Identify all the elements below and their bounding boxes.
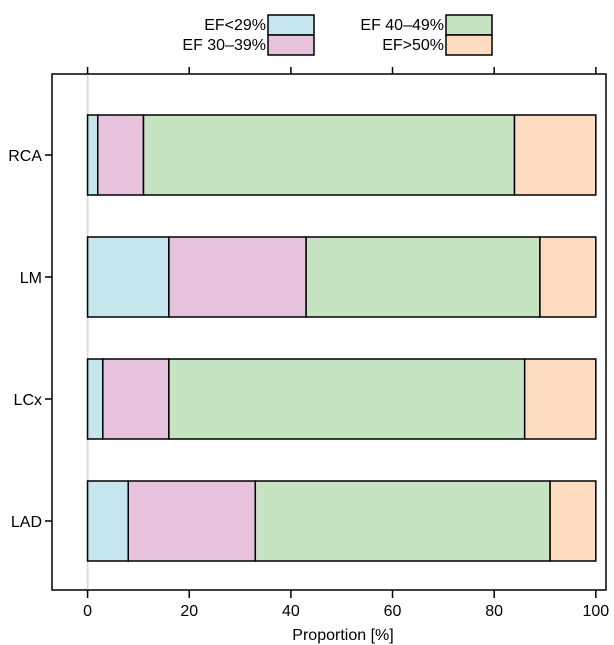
legend-swatch-4 — [445, 34, 493, 56]
legend: EF<29% EF 30–39% EF 40–49% EF>50% — [182, 14, 493, 56]
x-tick-label-40: 40 — [282, 603, 300, 620]
bar-segment-lad-series-1 — [86, 480, 129, 562]
legend-swatch-1 — [267, 14, 315, 36]
bar-row-rca — [86, 114, 597, 196]
legend-swatch-2 — [267, 34, 315, 56]
x-tick-label-20: 20 — [180, 603, 198, 620]
x-tick-label-0: 0 — [83, 603, 92, 620]
x-tick-label-100: 100 — [582, 603, 609, 620]
top-axis-ticks — [86, 67, 597, 74]
y-tick-label-lad: LAD — [11, 514, 42, 531]
bar-segment-lcx-series-3 — [168, 358, 526, 440]
y-tick-label-lm: LM — [20, 270, 42, 287]
bar-segment-lm-series-4 — [539, 236, 597, 318]
bar-segment-lad-series-4 — [549, 480, 597, 562]
bar-segment-rca-series-4 — [513, 114, 597, 196]
bar-row-lcx — [86, 358, 597, 440]
x-axis-title: Proportion [%] — [292, 627, 393, 644]
bar-segment-rca-series-2 — [96, 114, 145, 196]
y-axis: RCA LM LCx LAD — [8, 148, 52, 531]
bar-segment-rca-series-3 — [142, 114, 516, 196]
bar-row-lad — [86, 480, 597, 562]
bar-segment-lad-series-2 — [127, 480, 257, 562]
bar-segment-lcx-series-4 — [523, 358, 597, 440]
bar-segment-lcx-series-2 — [102, 358, 170, 440]
bar-segment-lm-series-1 — [86, 236, 170, 318]
legend-label-3: EF 40–49% — [360, 17, 444, 34]
bar-segment-lm-series-3 — [305, 236, 541, 318]
bar-segment-lm-series-2 — [168, 236, 307, 318]
bar-segment-lcx-series-1 — [86, 358, 104, 440]
x-tick-label-60: 60 — [384, 603, 402, 620]
x-tick-label-80: 80 — [485, 603, 503, 620]
bar-segment-lad-series-3 — [254, 480, 551, 562]
bar-row-lm — [86, 236, 597, 318]
y-tick-label-rca: RCA — [8, 148, 42, 165]
bottom-axis: 0 20 40 60 80 100 — [83, 590, 609, 620]
y-tick-label-lcx: LCx — [14, 392, 42, 409]
bar-segment-rca-series-1 — [86, 114, 99, 196]
legend-label-2: EF 30–39% — [182, 37, 266, 54]
legend-swatch-3 — [445, 14, 493, 36]
legend-label-1: EF<29% — [204, 17, 266, 34]
legend-label-4: EF>50% — [382, 37, 444, 54]
plot-frame — [51, 73, 607, 591]
bars — [86, 114, 597, 562]
